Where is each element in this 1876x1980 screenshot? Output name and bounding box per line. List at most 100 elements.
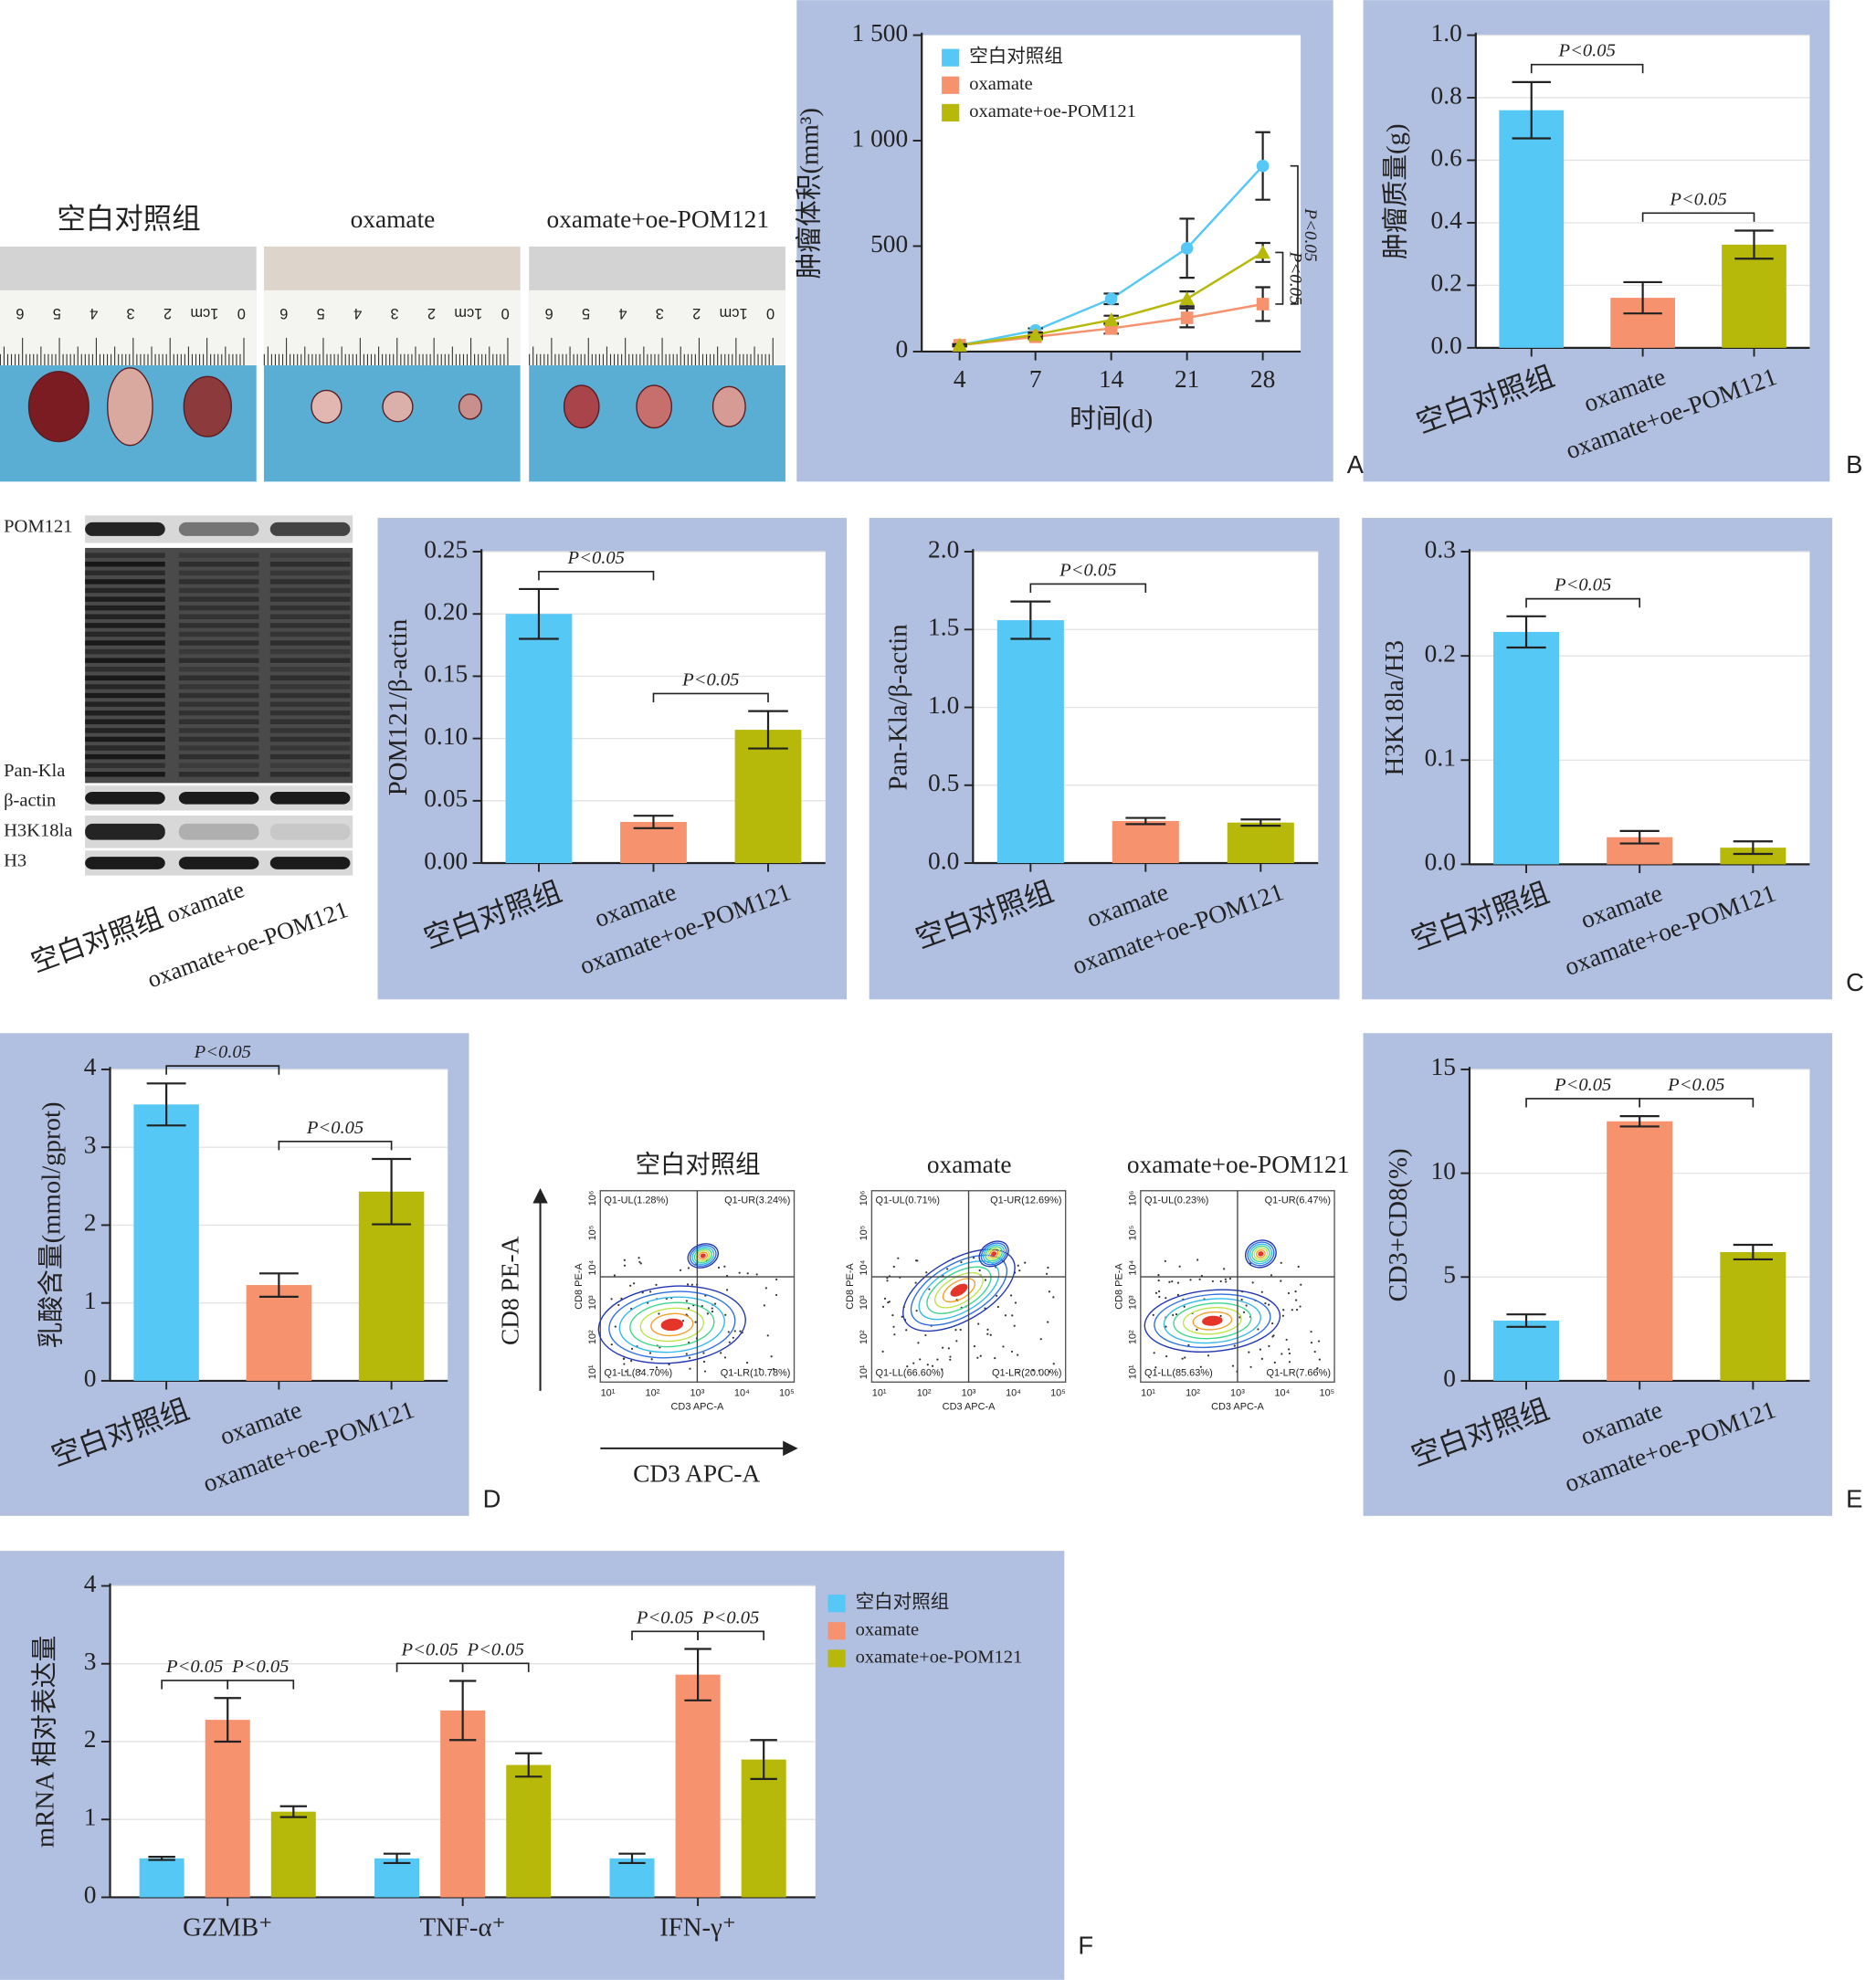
quadrant-label: Q1-UR(6.47%) <box>1265 1195 1331 1206</box>
blot-band <box>178 570 259 576</box>
event-dot <box>1296 1309 1299 1311</box>
quadrant-label: Q1-LR(10.78%) <box>721 1368 791 1379</box>
point <box>1180 241 1194 255</box>
event-dot <box>728 1341 731 1343</box>
event-dot <box>1280 1280 1282 1282</box>
contour <box>1173 1302 1252 1340</box>
event-dot <box>1264 1301 1267 1305</box>
tumor <box>27 371 90 443</box>
event-dot <box>1271 1322 1274 1325</box>
event-dot <box>1271 1335 1274 1338</box>
y-tick-label: 1 <box>84 1803 97 1830</box>
contour <box>689 1245 717 1267</box>
point <box>1104 292 1118 306</box>
event-dot <box>766 1334 769 1337</box>
legend-swatch <box>827 1622 846 1640</box>
y-tick-label: 0.25 <box>424 535 468 563</box>
flow-x-tick: 10⁴ <box>1274 1388 1290 1399</box>
event-dot <box>723 1356 727 1359</box>
bar <box>205 1720 250 1898</box>
event-dot <box>901 1315 903 1318</box>
ruler-label: 6 <box>16 305 24 321</box>
event-dot <box>703 1370 707 1373</box>
blot-band <box>85 710 165 716</box>
event-dot <box>931 1364 934 1367</box>
y-tick-label: 0.8 <box>1431 81 1462 109</box>
ruler-label: 3 <box>390 305 398 321</box>
quadrant-label: Q1-LR(7.66%) <box>1266 1368 1331 1379</box>
event-dot <box>633 1282 636 1285</box>
y-axis-label: 乳酸含量(mmol/gprot) <box>37 1101 66 1348</box>
y-tick-label: 0.00 <box>424 847 468 874</box>
event-dot <box>928 1288 931 1290</box>
contour <box>698 1251 709 1260</box>
event-dot <box>685 1353 688 1355</box>
contour <box>983 1244 1006 1264</box>
event-dot <box>1165 1354 1168 1358</box>
event-dot <box>1052 1363 1055 1365</box>
y-axis-label: H3K18la/H3 <box>1380 640 1409 776</box>
blot-band <box>269 736 351 742</box>
contour <box>691 1246 715 1266</box>
error-bar <box>1733 840 1773 856</box>
ruler-label: 5 <box>582 305 590 321</box>
blot-band <box>269 640 351 646</box>
event-dot <box>892 1265 895 1269</box>
event-dot <box>1013 1324 1016 1327</box>
tumor <box>636 384 673 429</box>
error-bar <box>1010 600 1051 640</box>
event-dot <box>655 1366 659 1369</box>
event-dot <box>1017 1371 1019 1374</box>
blot-band <box>85 753 165 760</box>
event-dot <box>1310 1331 1312 1333</box>
x-tick-label: 21 <box>1175 365 1199 393</box>
event-dot <box>702 1352 705 1354</box>
blot-band <box>178 648 259 655</box>
contour <box>639 1307 704 1343</box>
event-dot <box>1251 1281 1254 1284</box>
event-dot <box>897 1257 900 1259</box>
photo-bottom <box>263 365 521 482</box>
flow-y-tick: 10³ <box>859 1295 869 1310</box>
quadrant-label: Q1-LL(84.70%) <box>604 1368 672 1379</box>
event-dot <box>655 1283 658 1286</box>
y-tick-label: 1.0 <box>1431 19 1462 47</box>
event-dot <box>639 1262 642 1265</box>
blot-band <box>269 728 351 733</box>
y-tick-label: 0 <box>1443 1364 1456 1392</box>
event-dot <box>1004 1314 1007 1317</box>
flow-inner-x-label: CD3 APC-A <box>1211 1402 1264 1413</box>
contour <box>910 1254 1008 1326</box>
significance-label: P<0.05 <box>231 1657 289 1677</box>
contour <box>1144 1289 1281 1353</box>
blot-band <box>269 791 351 805</box>
event-dot <box>1002 1345 1005 1348</box>
event-dot <box>1189 1279 1192 1281</box>
event-dot <box>906 1364 909 1368</box>
event-dot <box>1047 1321 1049 1323</box>
ruler-label: 5 <box>317 305 325 321</box>
ruler-label: 6 <box>279 305 288 321</box>
event-dot <box>1198 1278 1201 1280</box>
significance-label: P<0.05 <box>400 1639 458 1659</box>
flow-y-tick: 10² <box>859 1330 869 1344</box>
blot-band <box>269 745 351 751</box>
event-dot <box>688 1356 691 1359</box>
flow-inner-y-label: CD8 PE-A <box>574 1263 585 1310</box>
blot-band <box>178 763 259 768</box>
event-dot <box>1199 1365 1202 1368</box>
event-dot <box>1045 1272 1049 1275</box>
error-bar <box>279 1805 308 1818</box>
bar <box>734 730 802 864</box>
bar <box>133 1104 199 1381</box>
blot-band <box>178 719 259 725</box>
x-tick-label: IFN-γ⁺ <box>659 1913 736 1943</box>
event-dot <box>1316 1367 1319 1370</box>
event-dot <box>947 1347 950 1350</box>
blot-band <box>269 570 351 576</box>
blot-band <box>85 857 165 869</box>
event-dot <box>886 1280 889 1282</box>
photo-title: oxamate <box>351 205 436 233</box>
blot-band <box>85 640 165 646</box>
photo-title: 空白对照组 <box>57 203 200 235</box>
